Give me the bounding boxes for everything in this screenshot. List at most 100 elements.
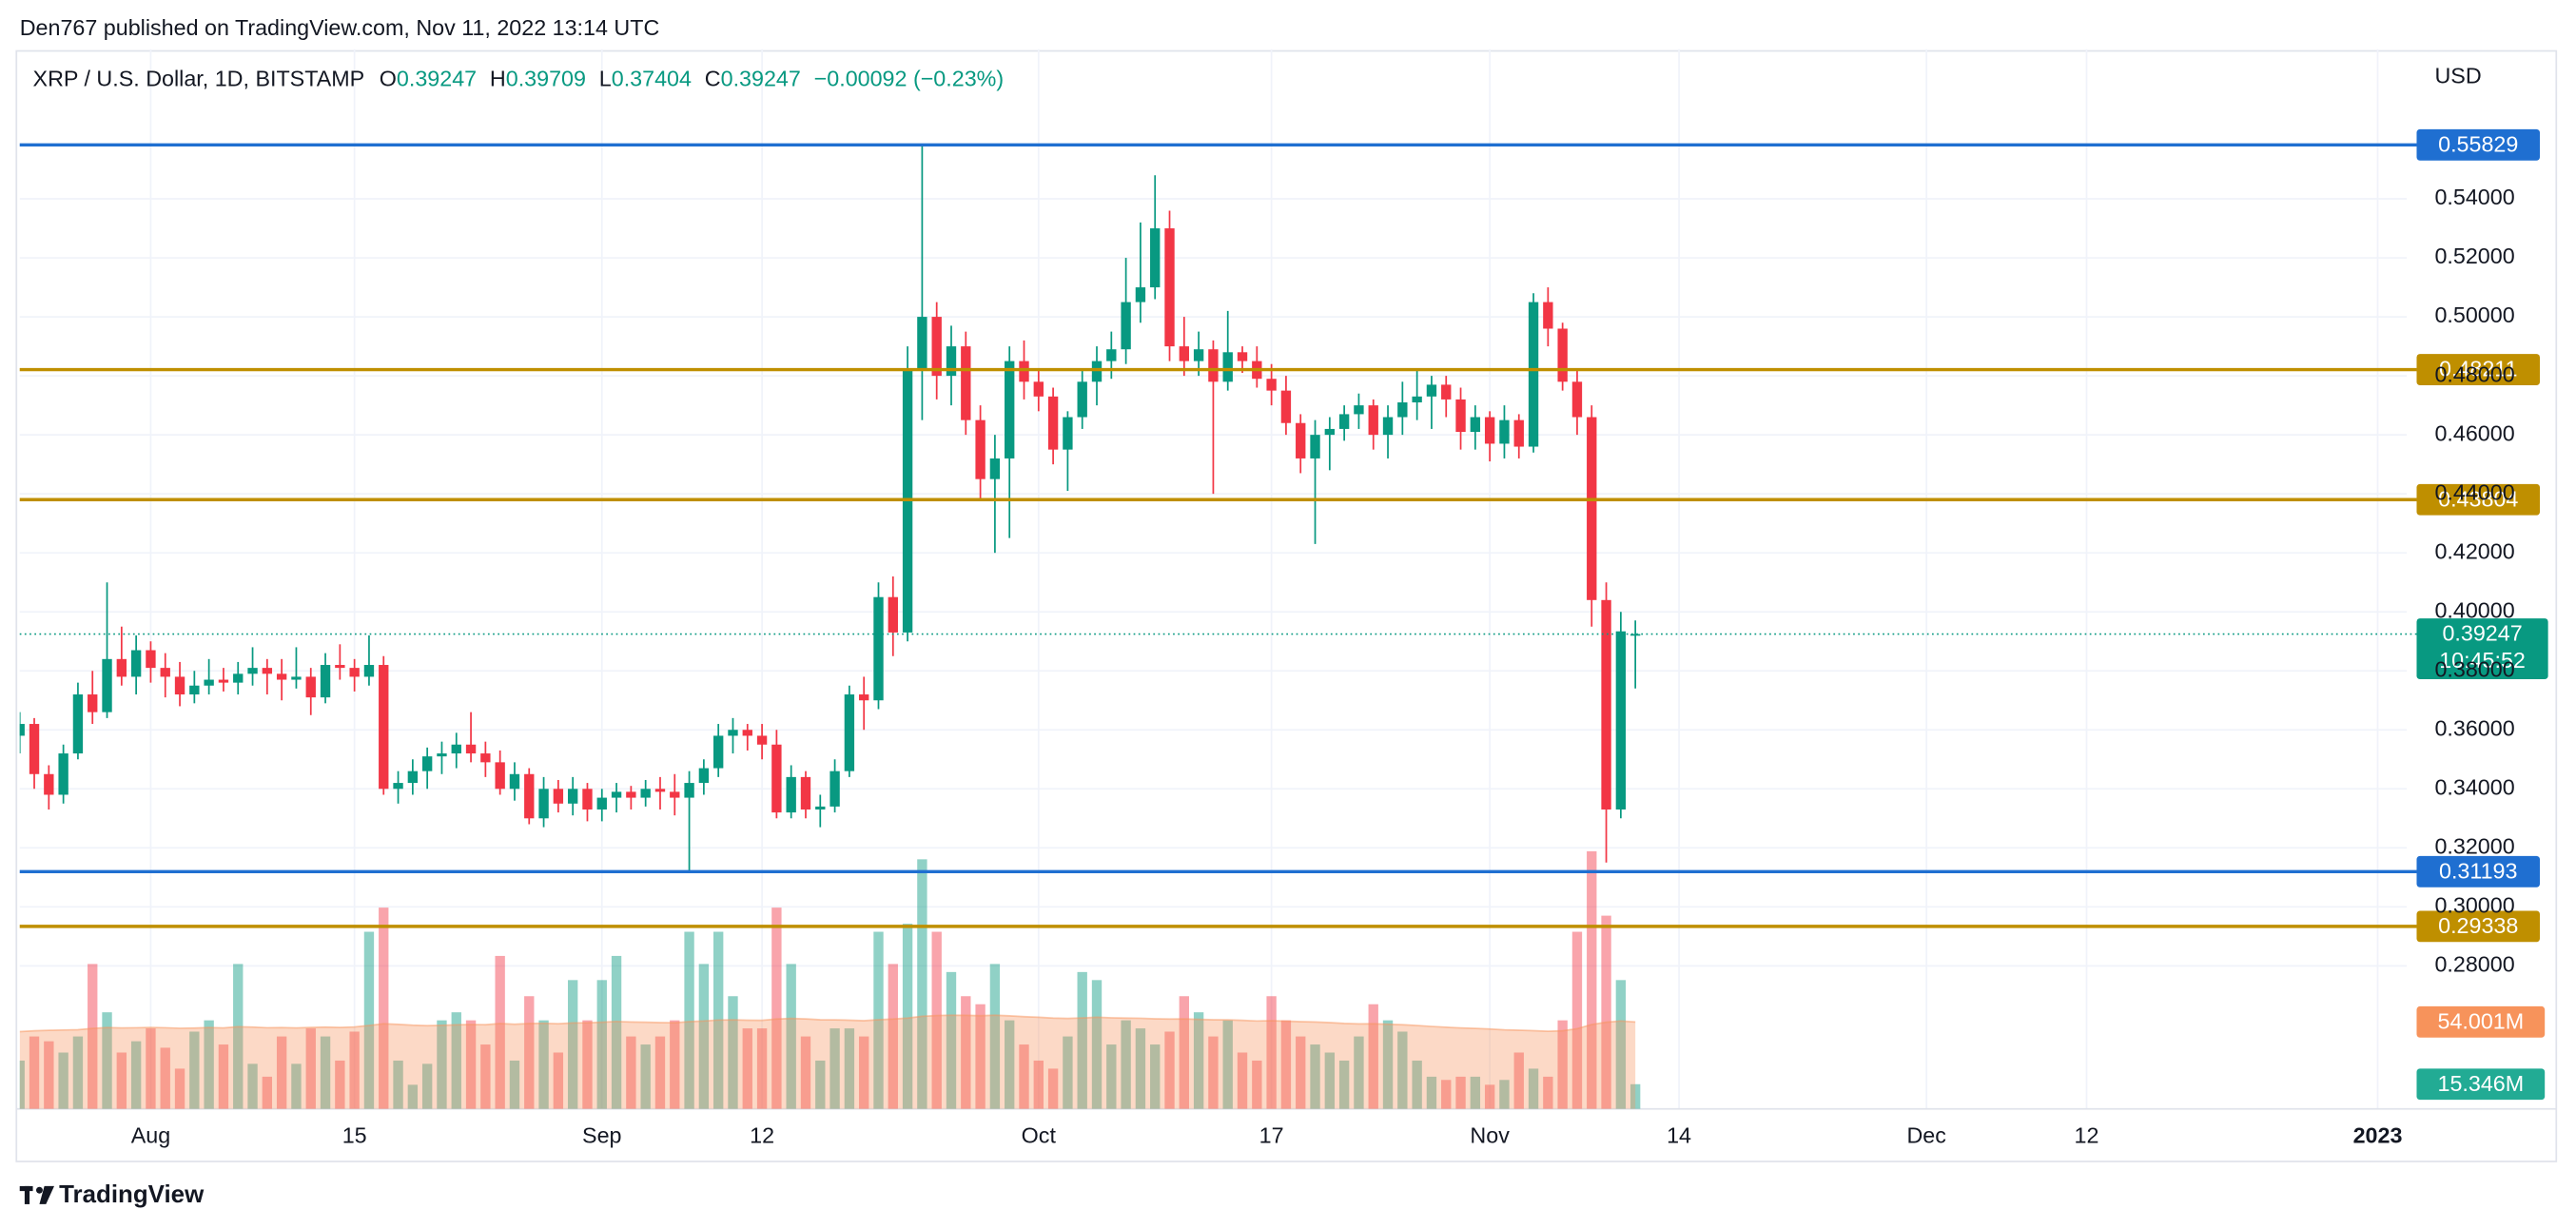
volume-bar [130,1041,142,1109]
level-label-box [2416,483,2541,516]
candle-body [407,771,419,784]
candle-body [771,744,782,813]
volume-bar [247,1063,258,1109]
volume-bar [1280,1020,1292,1109]
volume-bar [1455,1076,1466,1109]
candle-body [247,668,258,674]
volume-bar [1528,1068,1539,1109]
symbol-title: XRP / U.S. Dollar, 1D, BITSTAMP [33,67,365,91]
volume-bar [29,1036,40,1109]
level-label: 0.43804 [2438,486,2518,511]
candle-body [1484,417,1495,444]
volume-bar [276,1036,287,1109]
candle-body [1426,384,1437,397]
volume-bar [975,1004,986,1109]
volume-bar [844,1028,855,1109]
candle-body [1280,390,1292,423]
volume-bar [1382,1020,1394,1109]
candle-body [1630,634,1641,636]
volume-bar [917,859,927,1109]
candle-body [859,694,869,701]
candle-body [538,789,549,819]
volume-bar [567,980,578,1109]
volume-bar [1310,1044,1320,1109]
volume-bar [859,1036,869,1109]
y-tick-label: 0.28000 [2434,952,2514,977]
candle-body [815,806,826,810]
candle-body [582,789,593,810]
candle-body [1296,422,1306,458]
candle-body [262,668,273,674]
change: −0.00092 (−0.23%) [814,67,1004,91]
x-tick-label: 12 [750,1122,774,1147]
volume-bar [1019,1044,1029,1109]
volume-bar [1063,1036,1073,1109]
volume-bar [44,1041,54,1109]
x-tick-label: 2023 [2353,1122,2403,1147]
level-label-box [2416,354,2541,385]
volume-bar [1484,1084,1495,1109]
volume-bar [1091,980,1103,1109]
volume-bar [1587,850,1597,1109]
volume-bar [538,1020,549,1109]
logo-part [35,1186,43,1194]
candle-body [421,756,433,771]
volume-bar [1571,931,1583,1109]
volume-bar [1179,996,1189,1109]
y-tick-label: 0.48000 [2434,361,2514,386]
candle-body [1338,414,1350,429]
candle-body [1499,419,1510,444]
candle-body [888,596,898,633]
volume-bar [480,1044,491,1109]
volume-bar [509,1060,520,1109]
candle-body [291,676,302,680]
candle-body [640,789,651,798]
candle-body [1324,428,1336,436]
volume-bar [684,931,694,1109]
brand: TradingView [59,1181,205,1208]
brand-logo [19,1185,54,1204]
currency-label: USD [2434,63,2481,88]
candle-body [44,773,54,795]
candle-body [684,783,694,798]
volume-bar [670,1020,680,1109]
volume-bar [1193,1012,1204,1109]
candle-body [626,791,636,798]
volume-bar [189,1031,200,1109]
x-tick-label: Nov [1470,1122,1510,1147]
candle-body [1412,396,1422,403]
candle-body [553,789,564,804]
volume-bar [931,931,942,1109]
candle-body [975,419,986,479]
volume-bar [1121,1020,1131,1109]
candle-body [102,658,112,712]
candle-body [160,668,170,677]
chart-frame [15,49,2558,1162]
candle-body [1077,381,1087,418]
candle-body [335,665,345,669]
volume-bar [989,964,1001,1109]
logo-part [24,1185,30,1204]
candle-body [1455,399,1466,433]
candle-body [1237,352,1248,361]
volume-bar [1354,1036,1364,1109]
ohlc-value: 0.37404 [612,67,692,91]
levels: 0.55829 0.48211 0.43804 0.31193 0.29338 0.392… [19,128,2548,1101]
volume-bar [1397,1031,1408,1109]
volume-bar [888,964,898,1109]
volume-bar [626,1036,636,1109]
candle-body [1310,435,1320,458]
volume-bar [379,907,389,1109]
volume-bar [174,1068,185,1109]
candle-body [495,762,505,790]
volume-bar [1557,1020,1568,1109]
candle-body [349,668,360,677]
x-tick-label: 14 [1667,1122,1691,1147]
volume-bar [421,1063,433,1109]
volume-bar [218,1044,229,1109]
candle-body [1528,302,1539,447]
candle-body [1470,417,1481,433]
candle-body [379,665,389,790]
x-tick-label: 15 [342,1122,367,1147]
volume-bar [1412,1060,1422,1109]
